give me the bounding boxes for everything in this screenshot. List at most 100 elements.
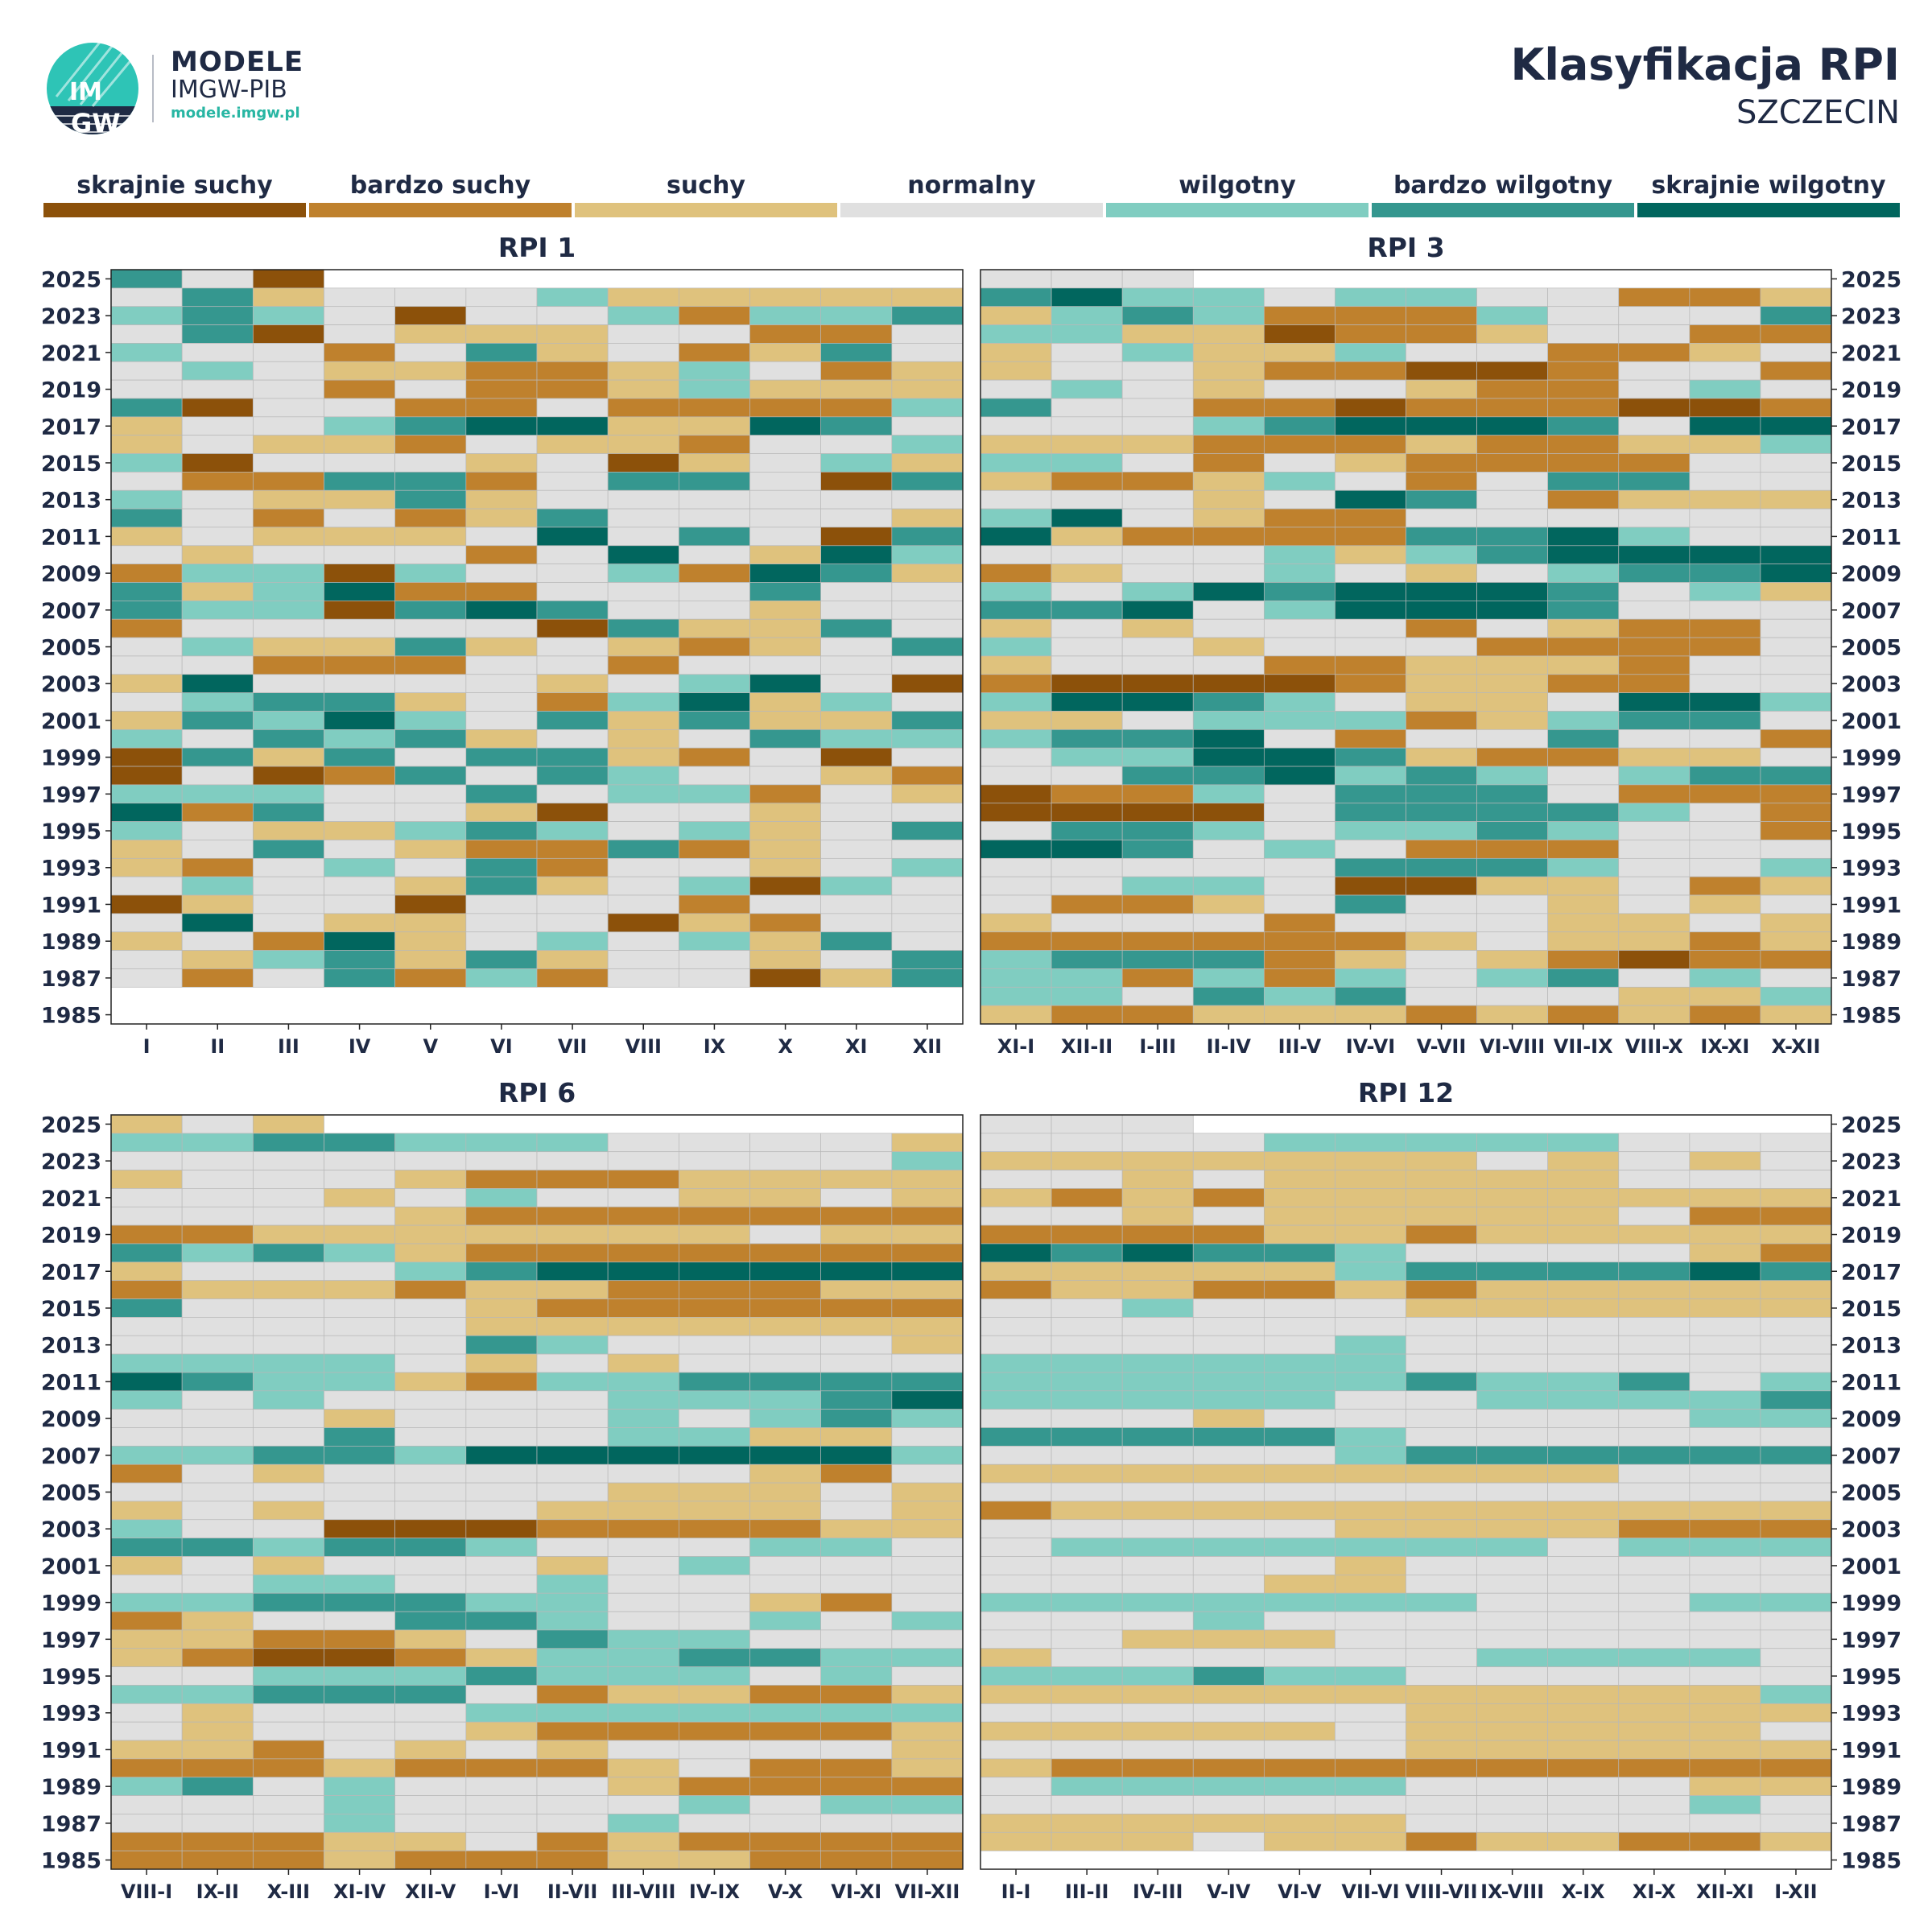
heatmap-cell	[324, 1427, 396, 1447]
heatmap-cell	[1263, 876, 1335, 896]
heatmap-cell	[1689, 435, 1761, 454]
heatmap-cell	[980, 674, 1052, 693]
heatmap-cell	[324, 655, 396, 675]
heatmap-cell	[820, 1538, 893, 1557]
heatmap-cell	[980, 1758, 1052, 1778]
heatmap-cell	[110, 1317, 183, 1336]
heatmap-cell	[465, 1224, 538, 1245]
heatmap-cell	[536, 931, 609, 951]
heatmap-cell	[394, 1611, 467, 1631]
heatmap-cell	[1051, 1685, 1123, 1704]
heatmap-cell	[1121, 857, 1194, 877]
heatmap-cell	[891, 1814, 964, 1833]
heatmap-cell	[110, 361, 183, 381]
heatmap-cell	[607, 416, 679, 436]
heatmap-cell	[820, 1188, 893, 1208]
heatmap-cell	[1051, 618, 1123, 638]
heatmap-cell	[820, 1592, 893, 1612]
y-tick-label: 2023	[41, 1150, 101, 1174]
heatmap-cell	[1618, 1538, 1690, 1557]
heatmap-cell	[891, 1574, 964, 1594]
heatmap-cell	[1689, 508, 1761, 528]
heatmap-cell	[394, 729, 467, 749]
heatmap-cell	[1760, 729, 1832, 749]
x-tick-label: VIII-VII	[1406, 1880, 1478, 1903]
heatmap-cell	[1689, 489, 1761, 510]
heatmap-cell	[1335, 508, 1406, 528]
heatmap-cell	[1689, 1703, 1761, 1723]
heatmap-cell	[252, 1298, 324, 1318]
heatmap-cell	[181, 489, 254, 510]
x-tick-label: XI-IV	[333, 1880, 386, 1903]
heatmap-cell	[1051, 1280, 1123, 1299]
heatmap-cell	[1335, 1721, 1406, 1741]
heatmap-cell	[1476, 1372, 1549, 1392]
heatmap-cell	[1051, 1372, 1123, 1392]
heatmap-cell	[980, 1446, 1052, 1465]
heatmap-cell	[749, 1574, 822, 1594]
heatmap-cell	[394, 1446, 467, 1465]
heatmap-cell	[252, 361, 324, 381]
heatmap-cell	[1689, 379, 1761, 399]
heatmap-cell	[1121, 526, 1194, 547]
heatmap-cell	[394, 1592, 467, 1612]
heatmap-cell	[607, 1298, 679, 1318]
heatmap-cell	[1618, 508, 1690, 528]
heatmap-cell	[1335, 950, 1406, 969]
heatmap-cell	[465, 453, 538, 473]
heatmap-cell	[1192, 1831, 1265, 1852]
heatmap-cell	[1618, 1795, 1690, 1814]
heatmap-cell	[1263, 1206, 1335, 1226]
heatmap-cell	[1476, 287, 1549, 308]
heatmap-cell	[607, 1703, 679, 1723]
heatmap-cell	[465, 674, 538, 693]
heatmap-cell	[1547, 1206, 1620, 1226]
heatmap-cell	[465, 931, 538, 951]
logo-url[interactable]: modele.imgw.pl	[171, 105, 300, 122]
heatmap-title: RPI 3	[1367, 232, 1444, 263]
legend-swatch	[1372, 203, 1634, 217]
heatmap-cell	[1051, 692, 1123, 712]
heatmap-cell	[324, 582, 396, 601]
heatmap-cell	[465, 821, 538, 840]
heatmap-cell	[980, 564, 1052, 583]
heatmap-cell	[324, 472, 396, 491]
heatmap-cell	[820, 361, 893, 381]
heatmap-cell	[820, 857, 893, 877]
heatmap-cell	[1689, 343, 1761, 362]
heatmap-cell	[536, 453, 609, 473]
heatmap-cell	[607, 453, 679, 473]
heatmap-cell	[1760, 324, 1832, 344]
heatmap-cell	[324, 1409, 396, 1428]
heatmap-cell	[1263, 784, 1335, 804]
heatmap-cell	[1263, 1151, 1335, 1170]
heatmap-cell	[181, 1463, 254, 1484]
heatmap-cell	[1547, 361, 1620, 381]
heatmap-cell	[1263, 416, 1335, 436]
heatmap-cell	[678, 950, 750, 969]
heatmap-cell	[1335, 1463, 1406, 1484]
heatmap-cell	[252, 435, 324, 454]
y-tick-label: 2019	[1841, 378, 1901, 403]
heatmap-cell	[1618, 1188, 1690, 1208]
heatmap-cell	[607, 1648, 679, 1667]
heatmap-cell	[394, 1685, 467, 1704]
heatmap-cell	[1121, 1721, 1194, 1741]
heatmap-cell	[980, 931, 1052, 951]
heatmap-cell	[678, 857, 750, 877]
heatmap-cell	[1760, 1758, 1832, 1778]
heatmap-cell	[1476, 1133, 1549, 1153]
heatmap-cell	[252, 857, 324, 877]
heatmap-cell	[1760, 1831, 1832, 1852]
heatmap-cell	[1121, 1666, 1194, 1686]
heatmap-cell	[1618, 1206, 1690, 1226]
heatmap-cell	[1192, 894, 1265, 914]
heatmap-cell	[1263, 1298, 1335, 1318]
y-tick-label: 2015	[41, 1297, 101, 1322]
heatmap-cell	[1263, 545, 1335, 565]
heatmap-cell	[536, 674, 609, 693]
heatmap-cell	[891, 1170, 964, 1189]
heatmap-cell	[1406, 1703, 1477, 1723]
heatmap-cell	[1335, 1777, 1406, 1796]
